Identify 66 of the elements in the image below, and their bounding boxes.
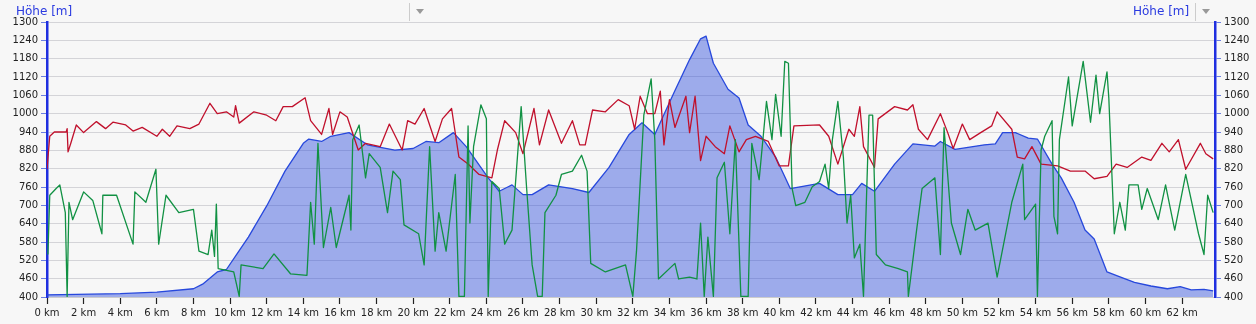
x-tick-label: 20 km [397, 306, 429, 318]
x-tick-label: 54 km [1019, 306, 1052, 318]
y2-tick-label: 1120 [1224, 70, 1250, 82]
y-tick-label: 700 [18, 198, 38, 210]
x-tick-label: 14 km [287, 306, 320, 318]
x-tick-label: 6 km [144, 306, 170, 318]
y2-axis-title: Höhe [m] [1133, 4, 1190, 18]
x-tick-label: 4 km [107, 306, 133, 318]
x-tick-label: 58 km [1093, 306, 1125, 318]
x-tick-label: 56 km [1056, 306, 1088, 318]
y-tick-label: 460 [18, 272, 38, 284]
y2-tick-label: 1180 [1224, 52, 1250, 64]
x-tick-label: 28 km [543, 306, 576, 318]
y-tick-label: 580 [18, 235, 38, 247]
x-tick-label: 50 km [946, 306, 979, 318]
x-tick-label: 52 km [983, 306, 1015, 318]
x-tick-label: 0 km [34, 306, 60, 318]
x-tick-label: 18 km [360, 306, 393, 318]
x-tick-label: 24 km [470, 306, 503, 318]
x-tick-label: 48 km [910, 306, 942, 318]
y2-tick-label: 940 [1224, 125, 1244, 137]
y-tick-label: 1060 [12, 88, 38, 100]
x-tick-label: 10 km [214, 306, 246, 318]
x-tick-label: 32 km [617, 306, 649, 318]
x-tick-label: 26 km [507, 306, 539, 318]
y2-tick-label: 1060 [1224, 88, 1250, 100]
y-tick-label: 940 [18, 125, 38, 137]
y-tick-label: 640 [18, 217, 38, 229]
y-tick-label: 400 [18, 290, 38, 302]
y-tick-label: 760 [18, 180, 38, 192]
y2-tick-label: 640 [1224, 217, 1244, 229]
y2-tick-label: 520 [1224, 253, 1244, 265]
y-tick-label: 1000 [12, 107, 38, 119]
x-tick-label: 30 km [580, 306, 612, 318]
y2-tick-label: 1240 [1224, 33, 1250, 45]
x-tick-label: 36 km [690, 306, 722, 318]
y-tick-label: 820 [18, 162, 38, 174]
x-tick-label: 2 km [71, 306, 97, 318]
x-tick-label: 12 km [250, 306, 283, 318]
y2-tick-label: 880 [1224, 143, 1244, 155]
y-tick-label: 520 [18, 253, 38, 265]
x-tick-label: 44 km [836, 306, 869, 318]
y2-tick-label: 580 [1224, 235, 1244, 247]
y2-tick-label: 400 [1224, 290, 1244, 302]
y2-tick-label: 460 [1224, 272, 1244, 284]
y-tick-label: 880 [18, 143, 38, 155]
x-tick-label: 16 km [324, 306, 356, 318]
y2-tick-label: 760 [1224, 180, 1244, 192]
x-tick-label: 34 km [653, 306, 686, 318]
x-tick-label: 40 km [763, 306, 796, 318]
x-tick-label: 22 km [434, 306, 466, 318]
y2-tick-label: 820 [1224, 162, 1244, 174]
y-tick-label: 1180 [12, 52, 38, 64]
x-tick-label: 46 km [873, 306, 905, 318]
x-tick-label: 42 km [800, 306, 832, 318]
x-tick-label: 38 km [726, 306, 759, 318]
y-axis-title: Höhe [m] [16, 4, 73, 18]
y2-tick-label: 1300 [1224, 15, 1250, 27]
x-tick-label: 60 km [1129, 306, 1162, 318]
y2-tick-label: 700 [1224, 198, 1244, 210]
y2-tick-label: 1000 [1224, 107, 1250, 119]
y-tick-label: 1300 [12, 15, 38, 27]
y-tick-label: 1120 [12, 70, 38, 82]
y-tick-label: 1240 [12, 33, 38, 45]
x-tick-label: 8 km [180, 306, 206, 318]
x-tick-label: 62 km [1166, 306, 1198, 318]
